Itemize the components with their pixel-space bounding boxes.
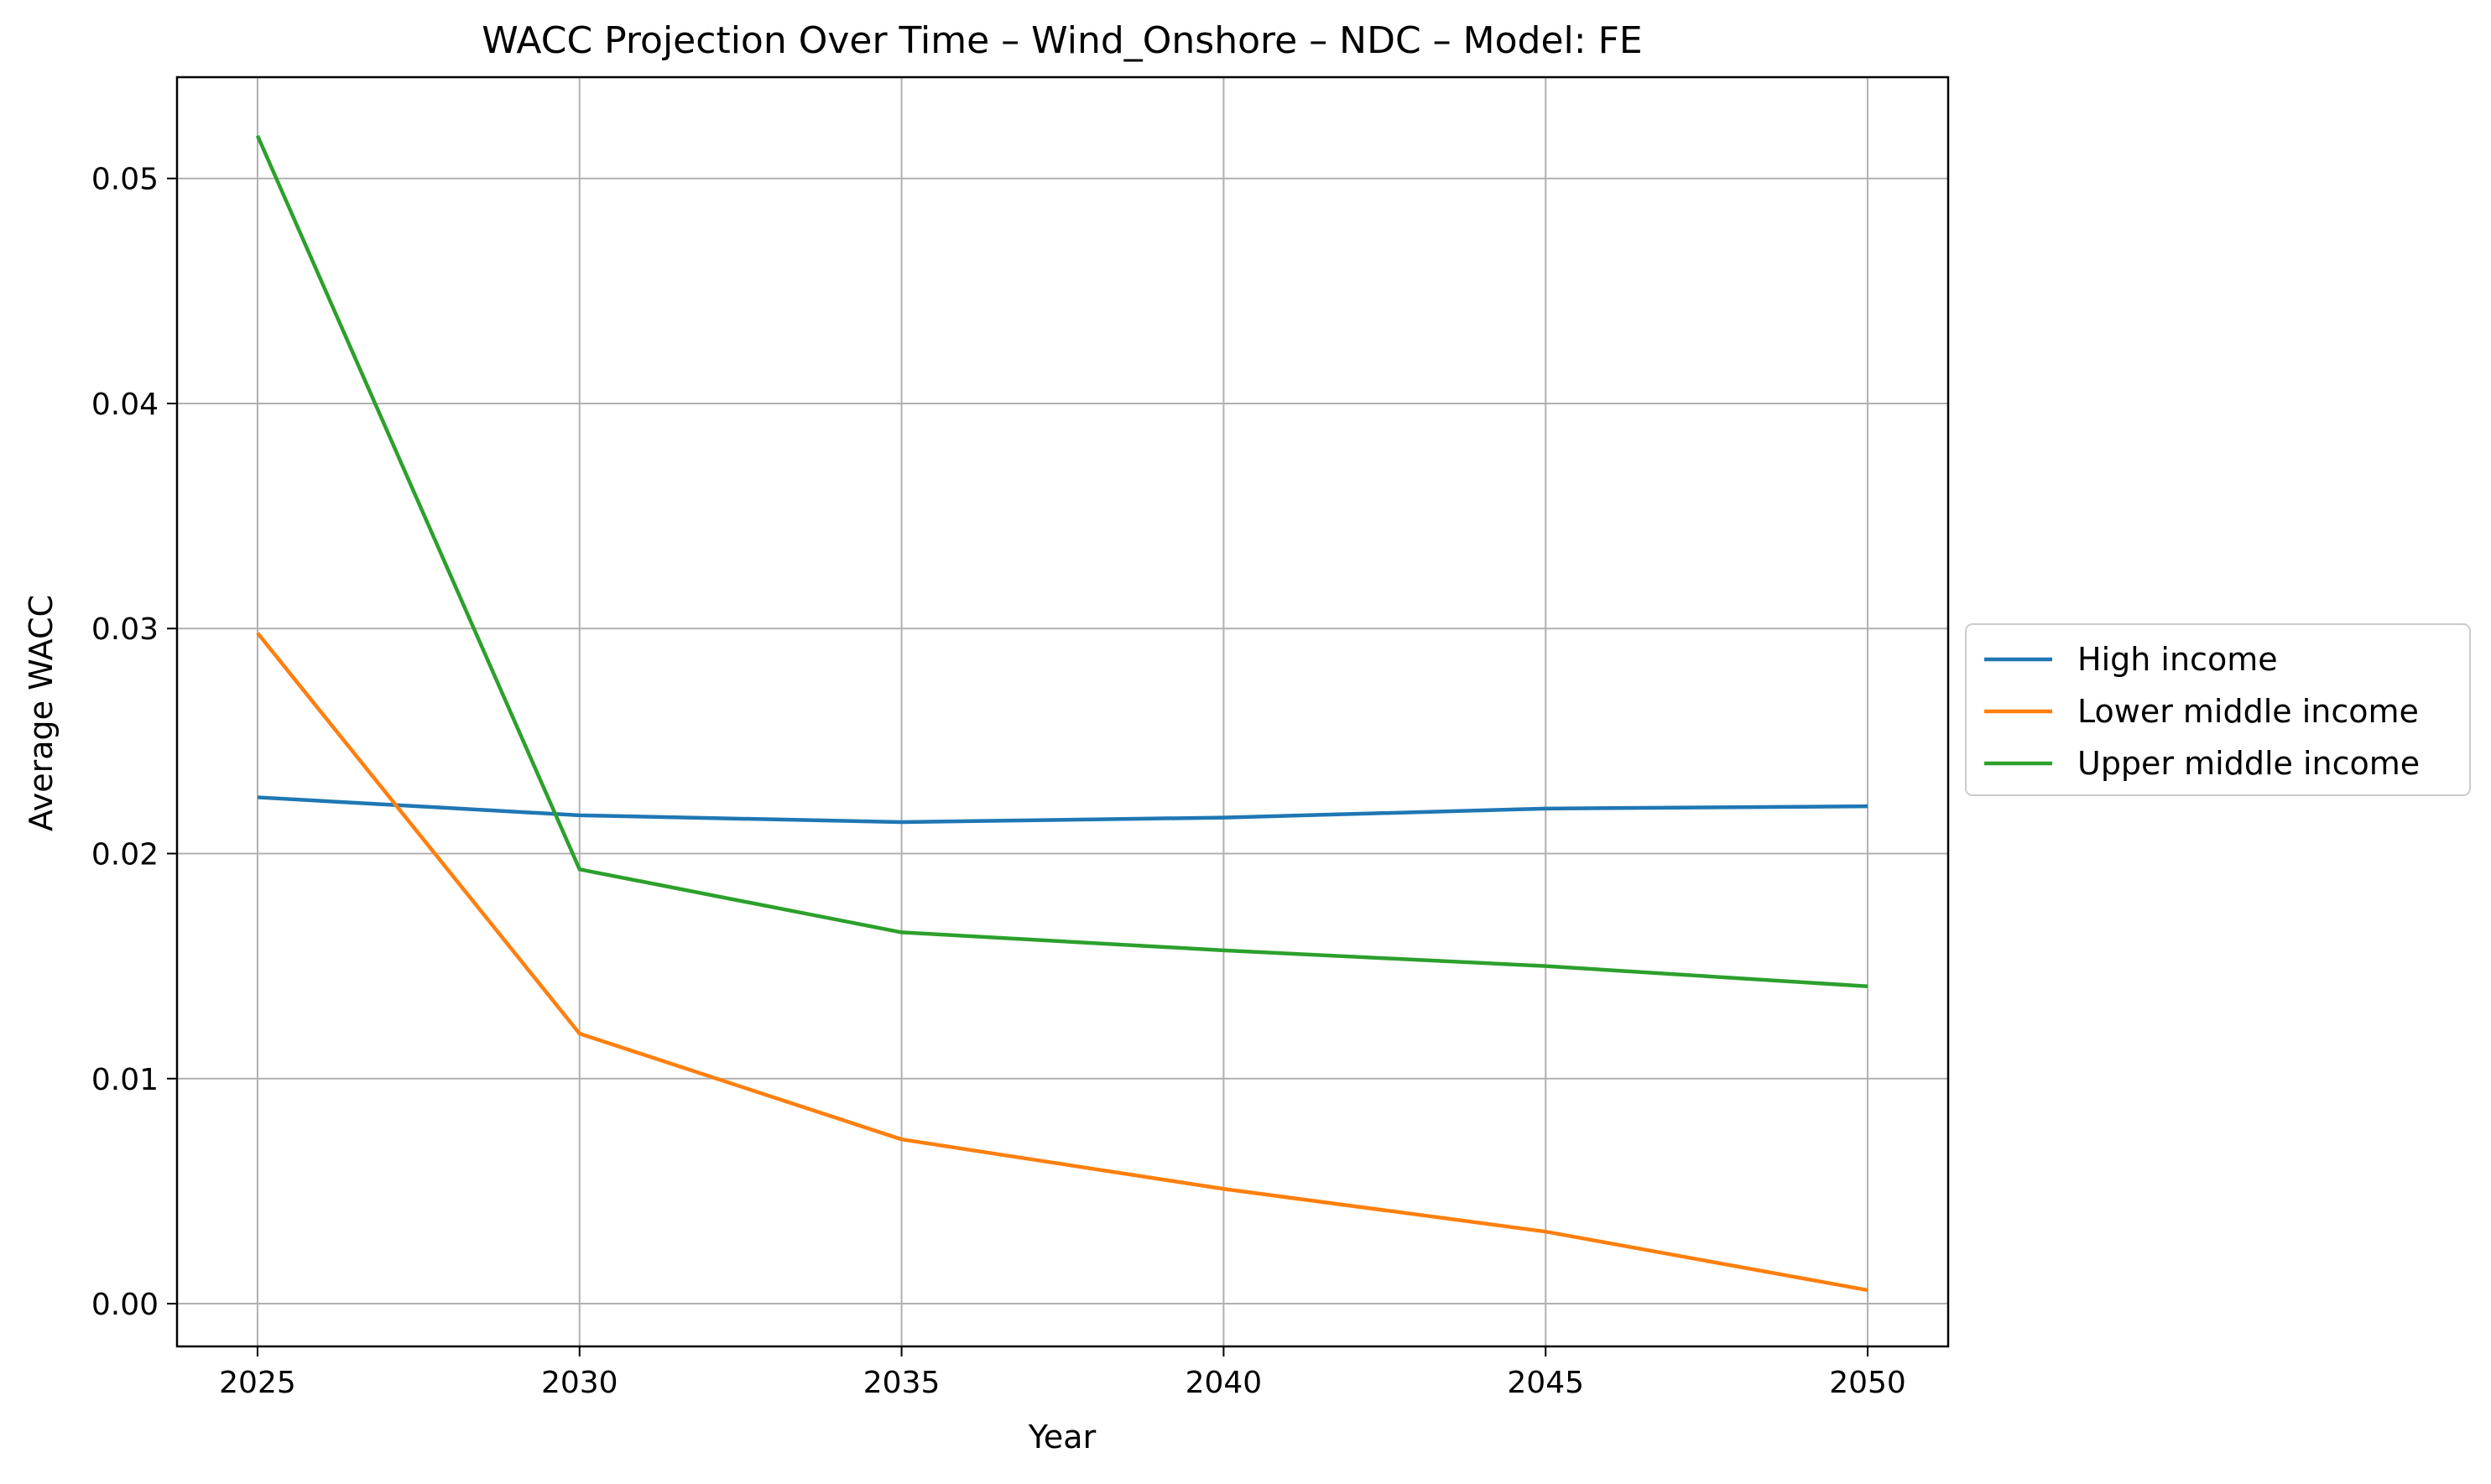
x-tick-label: 2030 bbox=[541, 1366, 618, 1400]
legend-label: Upper middle income bbox=[2077, 745, 2420, 782]
legend-label: High income bbox=[2077, 641, 2278, 678]
x-tick-label: 2025 bbox=[219, 1366, 296, 1400]
x-tick-label: 2045 bbox=[1507, 1366, 1584, 1400]
x-tick-label: 2050 bbox=[1829, 1366, 1906, 1400]
series-line-0 bbox=[257, 795, 1868, 825]
data-series bbox=[255, 134, 1868, 1293]
series-line-2 bbox=[255, 134, 1868, 989]
legend-frame bbox=[1965, 623, 2471, 796]
y-tick-label: 0.00 bbox=[91, 1288, 159, 1322]
y-tick-label: 0.03 bbox=[91, 612, 159, 647]
legend-label: Lower middle income bbox=[2077, 693, 2419, 730]
series-line-1 bbox=[256, 632, 1868, 1293]
x-axis-ticks: 2025 2030 2035 2040 2045 2050 bbox=[219, 1346, 1906, 1400]
y-tick-label: 0.04 bbox=[91, 388, 159, 422]
y-tick-label: 0.01 bbox=[91, 1063, 159, 1097]
y-axis-ticks: 0.00 0.01 0.02 0.03 0.04 0.05 bbox=[91, 163, 177, 1322]
grid-lines bbox=[177, 77, 1948, 1346]
x-axis-label: Year bbox=[1028, 1419, 1097, 1455]
x-tick-label: 2035 bbox=[863, 1366, 941, 1400]
y-axis-label: Average WACC bbox=[23, 595, 60, 831]
x-tick-label: 2040 bbox=[1186, 1366, 1263, 1400]
chart-title: WACC Projection Over Time – Wind_Onshore… bbox=[482, 19, 1642, 62]
legend: High income Lower middle income Upper midd… bbox=[1965, 623, 2471, 796]
y-tick-label: 0.05 bbox=[91, 163, 159, 197]
y-tick-label: 0.02 bbox=[91, 838, 159, 872]
plot-area bbox=[175, 76, 1950, 1348]
